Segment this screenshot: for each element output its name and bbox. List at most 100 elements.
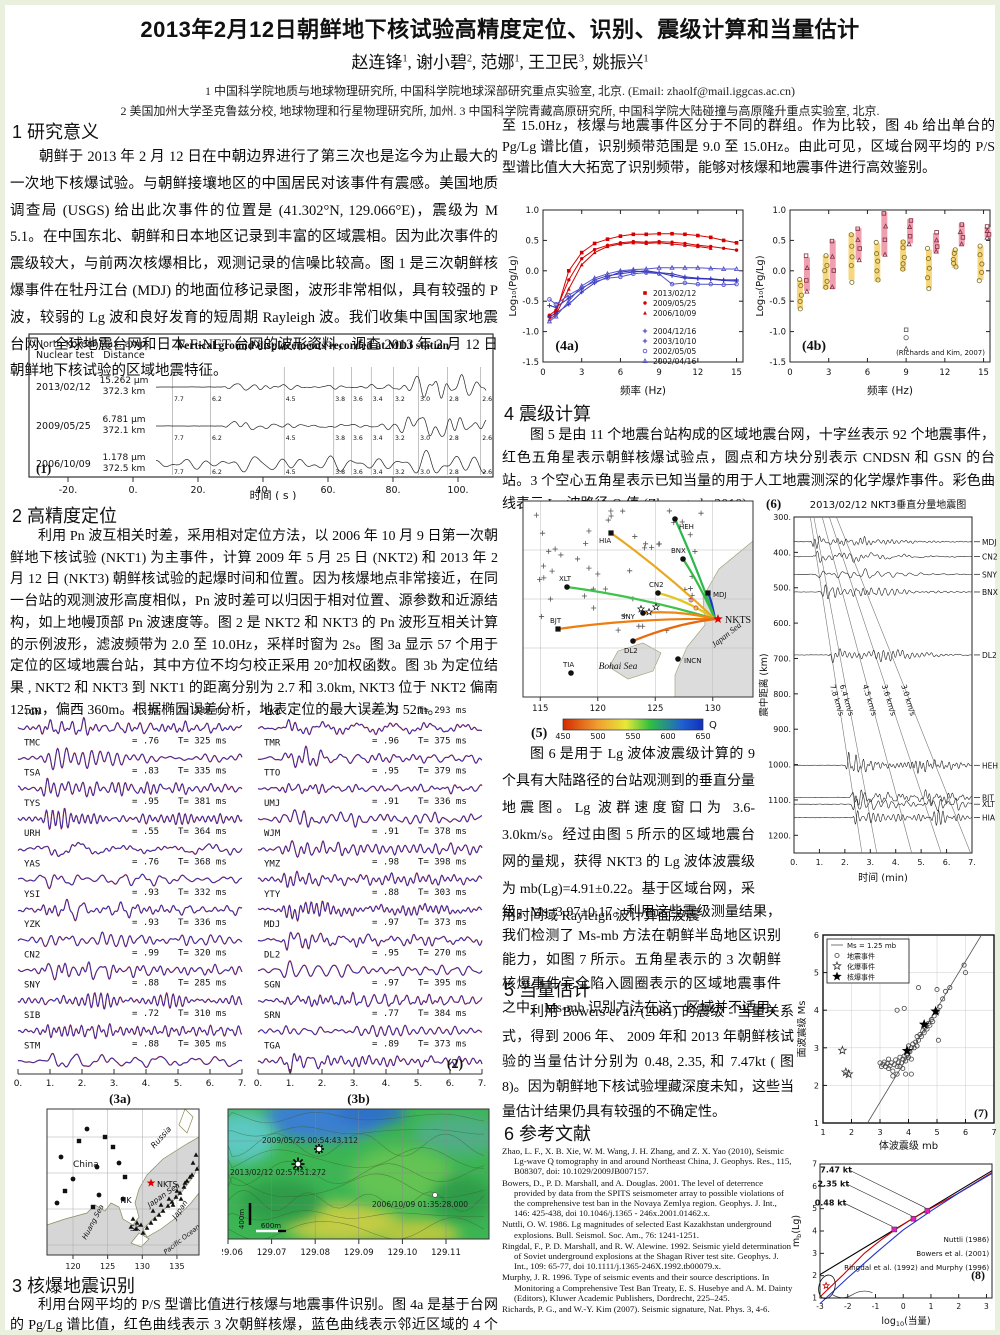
svg-text:15: 15 xyxy=(731,368,742,378)
svg-text:2006/10/09 01:35:28.000: 2006/10/09 01:35:28.000 xyxy=(372,1200,468,1209)
svg-text:3.6: 3.6 xyxy=(353,469,363,476)
svg-text:China: China xyxy=(73,1160,99,1170)
svg-text:0.0: 0.0 xyxy=(772,267,786,277)
svg-text:4: 4 xyxy=(814,1006,819,1015)
svg-text:MDJ: MDJ xyxy=(982,538,996,547)
svg-text:Log₁₀(Pg/Lg): Log₁₀(Pg/Lg) xyxy=(508,255,519,316)
svg-text:5: 5 xyxy=(934,1128,939,1137)
svg-text:129.09: 129.09 xyxy=(344,1248,374,1258)
svg-text:115: 115 xyxy=(532,704,548,714)
svg-text:-0.5: -0.5 xyxy=(769,297,786,307)
svg-text:= .98: = .98 xyxy=(372,858,399,868)
figure-7-ms-mb-scatter: 1 2 3 4 5 6 7 1 2 3 4 5 6 体波震级 mb 面波震级 Ms Ms = 1.25 mb 地… xyxy=(797,931,997,1152)
author: 赵连锋1 xyxy=(351,53,408,72)
svg-text:1: 1 xyxy=(929,1302,934,1311)
svg-text:震中距离 (km): 震中距离 (km) xyxy=(758,653,770,716)
author-list: 赵连锋1, 谢小碧2, 范娜1, 王卫民3, 姚振兴1 xyxy=(351,53,649,72)
svg-text:频率 (Hz): 频率 (Hz) xyxy=(867,384,913,397)
svg-text:Max. amp.: Max. amp. xyxy=(99,339,149,350)
svg-text:T= 378 ms: T= 378 ms xyxy=(418,827,467,837)
svg-text:-1.5: -1.5 xyxy=(769,358,786,368)
svg-text:面波震级 Ms: 面波震级 Ms xyxy=(797,1000,808,1057)
svg-text:300.: 300. xyxy=(773,513,791,522)
svg-text:Nuttli (1986): Nuttli (1986) xyxy=(943,1235,989,1244)
author: 姚振兴1 xyxy=(592,53,649,72)
svg-text:6: 6 xyxy=(865,368,870,378)
svg-text:-1.5: -1.5 xyxy=(522,358,539,368)
svg-text:NK: NK xyxy=(120,1196,132,1205)
svg-text:2.: 2. xyxy=(318,1079,327,1089)
svg-text:T= 325 ms: T= 325 ms xyxy=(178,736,227,746)
svg-text:120: 120 xyxy=(65,1262,80,1271)
svg-text:6.: 6. xyxy=(943,858,951,867)
svg-text:SNY: SNY xyxy=(982,570,997,579)
svg-text:T= 305 ms: T= 305 ms xyxy=(178,1039,227,1049)
svg-text:0.48 kt: 0.48 kt xyxy=(815,1198,847,1207)
svg-text:-1.0: -1.0 xyxy=(522,328,539,338)
svg-text:3.: 3. xyxy=(866,858,874,867)
svg-text:T= 336 ms: T= 336 ms xyxy=(418,797,467,807)
svg-text:Nuclear test: Nuclear test xyxy=(36,350,94,361)
svg-text:500.: 500. xyxy=(773,584,791,593)
svg-text:7.: 7. xyxy=(968,858,976,867)
svg-text:3.6: 3.6 xyxy=(353,396,363,403)
svg-text:HIA: HIA xyxy=(599,537,611,545)
svg-text:2: 2 xyxy=(849,1128,854,1137)
svg-text:900.: 900. xyxy=(773,725,791,734)
svg-text:Distance: Distance xyxy=(103,350,145,361)
svg-text:372.3 km: 372.3 km xyxy=(103,387,146,397)
svg-text:2013/02/12: 2013/02/12 xyxy=(653,289,696,298)
reference-item: Zhao, L. F., X. B. Xie, W. M. Wang, J. H… xyxy=(502,1146,792,1177)
svg-text:3.2: 3.2 xyxy=(395,469,405,476)
svg-text:129.11: 129.11 xyxy=(431,1248,461,1258)
svg-text:1: 1 xyxy=(812,1294,817,1303)
svg-text:3.8: 3.8 xyxy=(335,435,345,442)
author: 范娜1 xyxy=(480,53,520,72)
svg-text:(2): (2) xyxy=(447,1057,464,1072)
svg-text:WJM: WJM xyxy=(264,829,281,839)
svg-text:0.: 0. xyxy=(254,1079,263,1089)
svg-text:T= 310 ms: T= 310 ms xyxy=(178,1009,227,1019)
svg-text:= .91: = .91 xyxy=(372,827,399,837)
svg-text:3.0 km/s: 3.0 km/s xyxy=(899,683,917,717)
section-6-heading: 6 参考文献 xyxy=(504,1124,592,1144)
svg-text:SRN: SRN xyxy=(264,1011,280,1021)
svg-text:0: 0 xyxy=(540,368,545,378)
svg-text:-1.0: -1.0 xyxy=(769,328,786,338)
svg-text:2.: 2. xyxy=(841,858,849,867)
svg-text:= .97: = .97 xyxy=(372,918,399,928)
svg-text:0.: 0. xyxy=(790,858,798,867)
svg-text:体波震级 mb: 体波震级 mb xyxy=(879,1139,938,1152)
svg-text:2.: 2. xyxy=(78,1079,87,1089)
svg-text:2013/02/12: 2013/02/12 xyxy=(36,382,91,393)
svg-text:SNY: SNY xyxy=(621,613,636,621)
section-4-text-2-continued: 级，Ms=3.97±0.17。利用这些震级测量结果，我们检测了 Ms-mb 方法… xyxy=(502,901,995,1021)
svg-text:1.0: 1.0 xyxy=(525,206,539,216)
svg-text:400m: 400m xyxy=(238,1209,246,1229)
svg-text:6.2: 6.2 xyxy=(212,396,222,403)
section-5-text: 利用 Bowers et al. (2001) 的震级 - 当量关系式，得到 2… xyxy=(502,1005,794,1120)
svg-text:时间 (min): 时间 (min) xyxy=(858,871,908,884)
svg-text:129.10: 129.10 xyxy=(388,1248,418,1258)
svg-text:HEH: HEH xyxy=(982,761,998,770)
svg-text:核爆事件: 核爆事件 xyxy=(847,973,875,982)
svg-text:YAS: YAS xyxy=(24,860,40,870)
svg-text:2009/05/25 00:54:43.112: 2009/05/25 00:54:43.112 xyxy=(262,1136,358,1145)
svg-text:TGA: TGA xyxy=(264,1041,281,1051)
svg-text:(1): (1) xyxy=(36,461,51,476)
svg-text:T= 398 ms: T= 398 ms xyxy=(418,858,467,868)
svg-text:450: 450 xyxy=(555,732,570,740)
svg-text:1.0: 1.0 xyxy=(772,206,786,216)
svg-text:15: 15 xyxy=(978,368,989,378)
svg-text:0: 0 xyxy=(901,1302,906,1311)
svg-text:372.1 km: 372.1 km xyxy=(103,426,146,436)
svg-text:YTY: YTY xyxy=(264,890,281,900)
svg-text:= .91: = .91 xyxy=(372,797,399,807)
svg-text:40.: 40. xyxy=(255,485,270,496)
svg-text:-1: -1 xyxy=(872,1302,880,1311)
svg-text:3: 3 xyxy=(814,1044,819,1053)
svg-text:1.: 1. xyxy=(286,1079,295,1089)
figure-2-pn-waveforms-right: TKO = .51 T= 293 ms TMR = .96 T= 375 ms TTO = .… xyxy=(254,706,487,1089)
svg-text:4.5: 4.5 xyxy=(286,396,296,403)
svg-text:TYS: TYS xyxy=(24,799,40,809)
